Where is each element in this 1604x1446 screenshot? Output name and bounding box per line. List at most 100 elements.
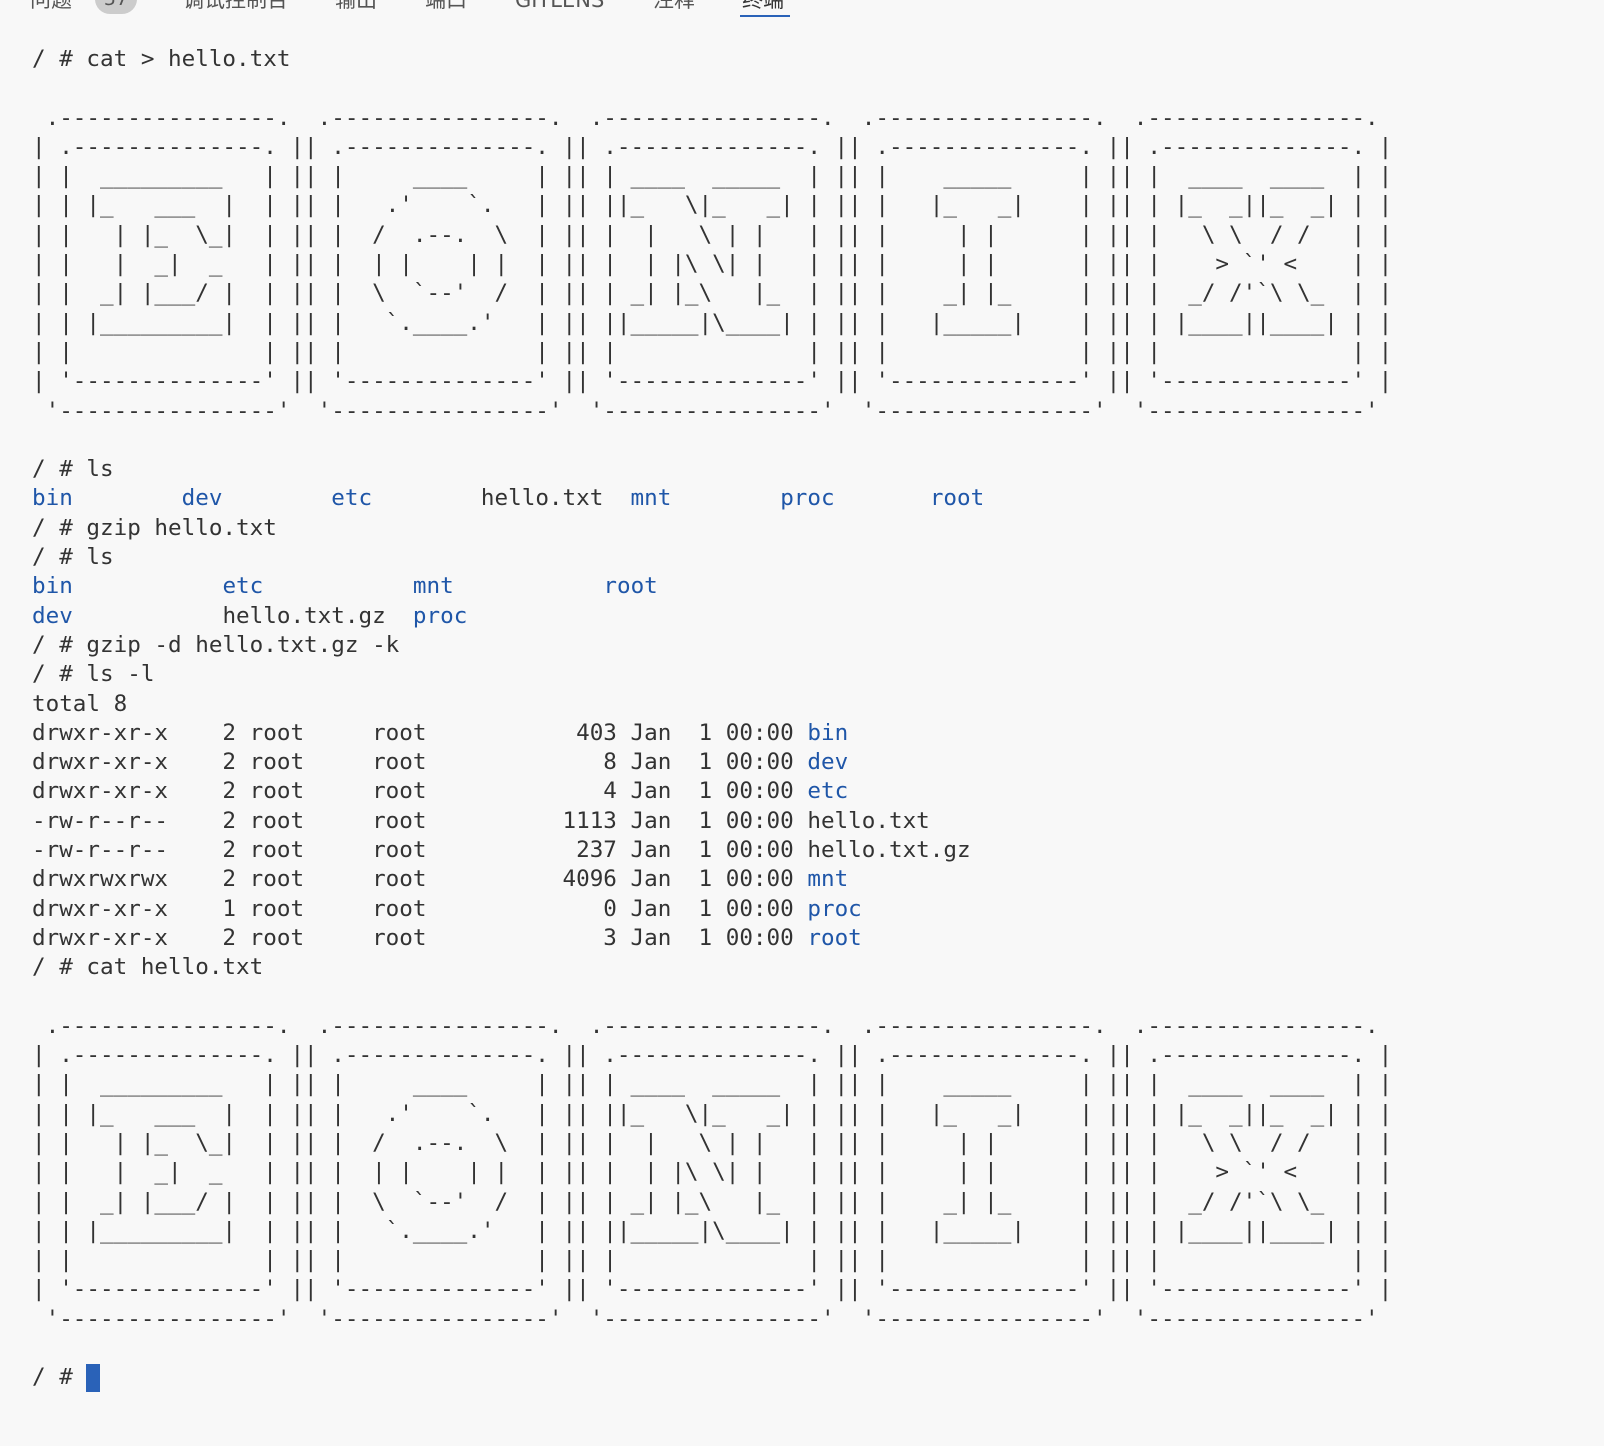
directory-name: mnt [412, 573, 454, 600]
terminal-text: hello.txt [372, 485, 631, 512]
ascii-art-line: | | | || | | || | | || | | || | | | [32, 1247, 1393, 1274]
ascii-art-line: | .--------------. || .--------------. |… [32, 1042, 1393, 1069]
terminal-text [454, 573, 604, 599]
terminal-text: / # cat > hello.txt [32, 46, 291, 72]
directory-name: bin [32, 485, 73, 512]
terminal-line: drwxrwxrwx 2 root root 4096 Jan 1 00:00 … [32, 865, 1392, 894]
directory-name: etc [807, 778, 849, 805]
panel-tab-bar: 问题 57 调试控制台 输出 端口 GITLENS 注释 终端 [0, 0, 1604, 24]
terminal-text [671, 485, 780, 511]
terminal-line: / # ls [32, 455, 1392, 484]
terminal-text: -rw-r--r-- 2 root root 1113 Jan 1 00:00 … [32, 807, 930, 834]
terminal-line: dev hello.txt.gz proc [32, 602, 1392, 631]
problems-count-badge: 57 [95, 0, 137, 14]
ascii-art-line: .----------------. .----------------. .-… [32, 104, 1393, 131]
ascii-art-line: '----------------' '----------------' '-… [32, 397, 1393, 424]
terminal-cursor [86, 1364, 101, 1393]
tab-problems[interactable]: 问题 [30, 0, 72, 12]
blank-line [32, 983, 1392, 1012]
terminal-text: drwxr-xr-x 2 root root 4 Jan 1 00:00 [32, 778, 808, 805]
terminal-text [222, 485, 331, 511]
ascii-art-line: | | | _| _ | || | | | | | | || | | |\ \|… [32, 1159, 1393, 1186]
blank-line [32, 1334, 1392, 1363]
ascii-art-line: | '--------------' || '--------------' |… [32, 368, 1393, 395]
tab-comments[interactable]: 注释 [653, 0, 695, 12]
terminal-line: bin etc mnt root [32, 572, 1392, 601]
tab-debug-console[interactable]: 调试控制台 [183, 0, 288, 12]
ascii-art-line: | | _| |___/ | | || | \ `--' / | || | _|… [32, 280, 1393, 307]
ascii-art-line: | | _________ | || | ____ | || | ____ __… [32, 163, 1393, 190]
terminal-line: -rw-r--r-- 2 root root 1113 Jan 1 00:00 … [32, 807, 1392, 836]
terminal-text [835, 485, 930, 511]
terminal-line: drwxr-xr-x 2 root root 3 Jan 1 00:00 roo… [32, 924, 1392, 953]
ascii-art-line: | | |_________| | || | `.____.' | || ||_… [32, 1217, 1393, 1244]
ascii-art-line: .----------------. .----------------. .-… [32, 1012, 1393, 1039]
terminal-text: / # gzip hello.txt [32, 514, 277, 541]
terminal-line: / # gzip -d hello.txt.gz -k [32, 631, 1392, 660]
directory-name: proc [412, 602, 468, 629]
directory-name: etc [222, 573, 264, 600]
directory-name: root [603, 573, 658, 600]
terminal-text: drwxr-xr-x 2 root root 8 Jan 1 00:00 [32, 749, 808, 776]
terminal-text: total 8 [32, 690, 128, 717]
ascii-art-line: | | |_ ___ | | || | .' `. | || ||_ \|_ _… [32, 192, 1393, 219]
terminal-text: drwxr-xr-x 2 root root 403 Jan 1 00:00 [32, 719, 808, 746]
terminal-line: / # cat hello.txt [32, 953, 1392, 982]
terminal-text: / # ls [32, 456, 114, 483]
directory-name: root [929, 485, 985, 512]
ascii-art-line: | | | _| _ | || | | | | | | || | | |\ \|… [32, 251, 1393, 278]
tab-terminal[interactable]: 终端 [742, 0, 784, 12]
terminal-text: drwxr-xr-x 2 root root 3 Jan 1 00:00 [32, 924, 808, 951]
ascii-art-line: | | |_________| | || | `.____.' | || ||_… [32, 309, 1393, 336]
directory-name: proc [807, 895, 862, 922]
terminal-line: -rw-r--r-- 2 root root 237 Jan 1 00:00 h… [32, 836, 1392, 865]
active-tab-indicator [740, 15, 790, 17]
terminal-line: / # cat > hello.txt [32, 45, 1392, 74]
directory-name: mnt [630, 485, 672, 512]
terminal-text: / # ls -l [32, 661, 155, 688]
ascii-art-line: '----------------' '----------------' '-… [32, 1305, 1393, 1332]
terminal-line: / # ls -l [32, 660, 1392, 689]
terminal-text: drwxr-xr-x 1 root root 0 Jan 1 00:00 [32, 895, 808, 922]
ascii-art-line: | | | |_ \_| | || | / .--. \ | || | | \ … [32, 221, 1393, 248]
terminal-text: hello.txt.gz [72, 602, 413, 629]
terminal-text [73, 573, 223, 599]
blank-line [32, 74, 1392, 103]
terminal-line: drwxr-xr-x 2 root root 8 Jan 1 00:00 dev [32, 748, 1392, 777]
terminal-text [73, 485, 182, 511]
terminal-text: / # gzip -d hello.txt.gz -k [32, 631, 400, 658]
terminal-text: / # ls [32, 544, 114, 571]
ascii-art-line: | .--------------. || .--------------. |… [32, 133, 1393, 160]
ascii-art-line: | | |_ ___ | | || | .' `. | || ||_ \|_ _… [32, 1100, 1393, 1127]
blank-line [32, 426, 1392, 455]
directory-name: dev [807, 749, 849, 776]
directory-name: bin [807, 719, 849, 746]
ascii-art-line: | | _________ | || | ____ | || | ____ __… [32, 1071, 1393, 1098]
terminal-text: drwxrwxrwx 2 root root 4096 Jan 1 00:00 [32, 866, 808, 893]
directory-name: mnt [807, 866, 849, 893]
terminal-output[interactable]: / # cat > hello.txt .----------------. .… [32, 45, 1392, 1393]
terminal-text: / # cat hello.txt [32, 954, 264, 981]
terminal-line: total 8 [32, 690, 1392, 719]
tab-output[interactable]: 输出 [335, 0, 377, 12]
tab-ports[interactable]: 端口 [425, 0, 467, 12]
terminal-line: / # ls [32, 543, 1392, 572]
terminal-line: / # [32, 1363, 1392, 1393]
ascii-art-line: | | | || | | || | | || | | || | | | [32, 338, 1393, 365]
terminal-line: drwxr-xr-x 1 root root 0 Jan 1 00:00 pro… [32, 895, 1392, 924]
directory-name: dev [32, 602, 73, 629]
terminal-text: / # [32, 1364, 87, 1391]
terminal-text: -rw-r--r-- 2 root root 237 Jan 1 00:00 h… [32, 837, 971, 864]
directory-name: dev [181, 485, 223, 512]
ascii-art-line: | | _| |___/ | | || | \ `--' / | || | _|… [32, 1188, 1393, 1215]
terminal-line: drwxr-xr-x 2 root root 403 Jan 1 00:00 b… [32, 719, 1392, 748]
directory-name: etc [331, 485, 373, 512]
terminal-text [263, 573, 413, 599]
terminal-line: bin dev etc hello.txt mnt proc root [32, 484, 1392, 513]
tab-gitlens[interactable]: GITLENS [515, 0, 605, 12]
ascii-art-line: | '--------------' || '--------------' |… [32, 1276, 1393, 1303]
terminal-line: drwxr-xr-x 2 root root 4 Jan 1 00:00 etc [32, 777, 1392, 806]
terminal-line: / # gzip hello.txt [32, 514, 1392, 543]
directory-name: proc [780, 485, 835, 512]
directory-name: bin [32, 573, 73, 600]
